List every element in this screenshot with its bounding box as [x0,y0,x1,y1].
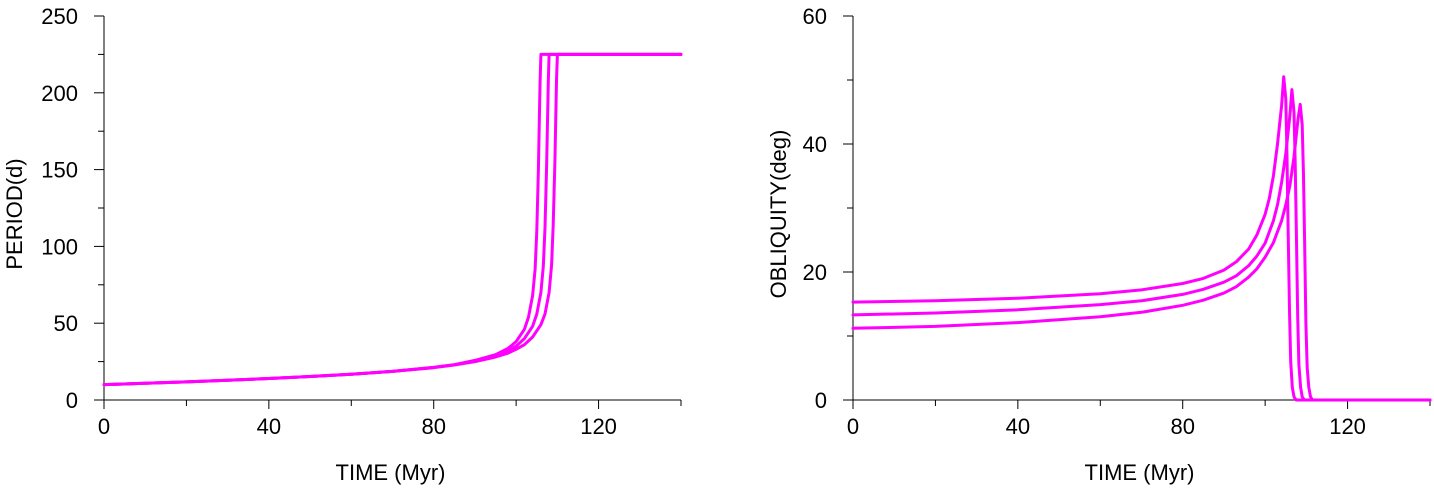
obliquity-x-axis-label: TIME (Myr) [1085,460,1195,485]
obliquity-series-line-2 [851,88,1432,402]
obliquity-y-tick-label: 0 [815,388,827,413]
obliquity-x-tick-label: 80 [1170,414,1194,439]
obliquity-x-tick-label: 40 [1006,414,1030,439]
period-x-tick-label: 80 [421,414,445,439]
period-y-axis-label: PERIOD(d) [2,158,27,269]
obliquity-chart: 0 40 80 120 0 20 40 60 TIME (Myr) OBLIQUITY(deg) [766,4,1432,485]
obliquity-y-tick-label: 40 [803,132,827,157]
period-x-tick-label: 120 [580,414,617,439]
obliquity-y-tick-label: 60 [803,4,827,29]
period-y-tick-label: 100 [41,234,78,259]
period-y-tick-label: 0 [66,388,78,413]
period-y-tick-label: 250 [41,4,78,29]
period-chart: 0 40 80 120 0 50 100 150 200 250 TIME (Myr) PERIOD(… [2,4,683,485]
period-series-line-1 [102,52,683,387]
obliquity-y-axis-label: OBLIQUITY(deg) [766,130,791,299]
obliquity-x-tick-label: 0 [847,414,859,439]
period-y-tick-label: 200 [41,81,78,106]
obliquity-series-line-3 [851,102,1432,402]
period-y-tick-label: 50 [54,311,78,336]
period-series-line-3 [102,52,683,387]
period-x-tick-label: 0 [98,414,110,439]
obliquity-x-tick-label: 120 [1329,414,1366,439]
period-y-tick-label: 150 [41,158,78,183]
obliquity-series-line-1 [851,75,1432,402]
obliquity-y-tick-label: 20 [803,260,827,285]
period-series-line-2 [102,52,683,387]
period-x-tick-label: 40 [257,414,281,439]
period-x-axis-label: TIME (Myr) [336,460,446,485]
